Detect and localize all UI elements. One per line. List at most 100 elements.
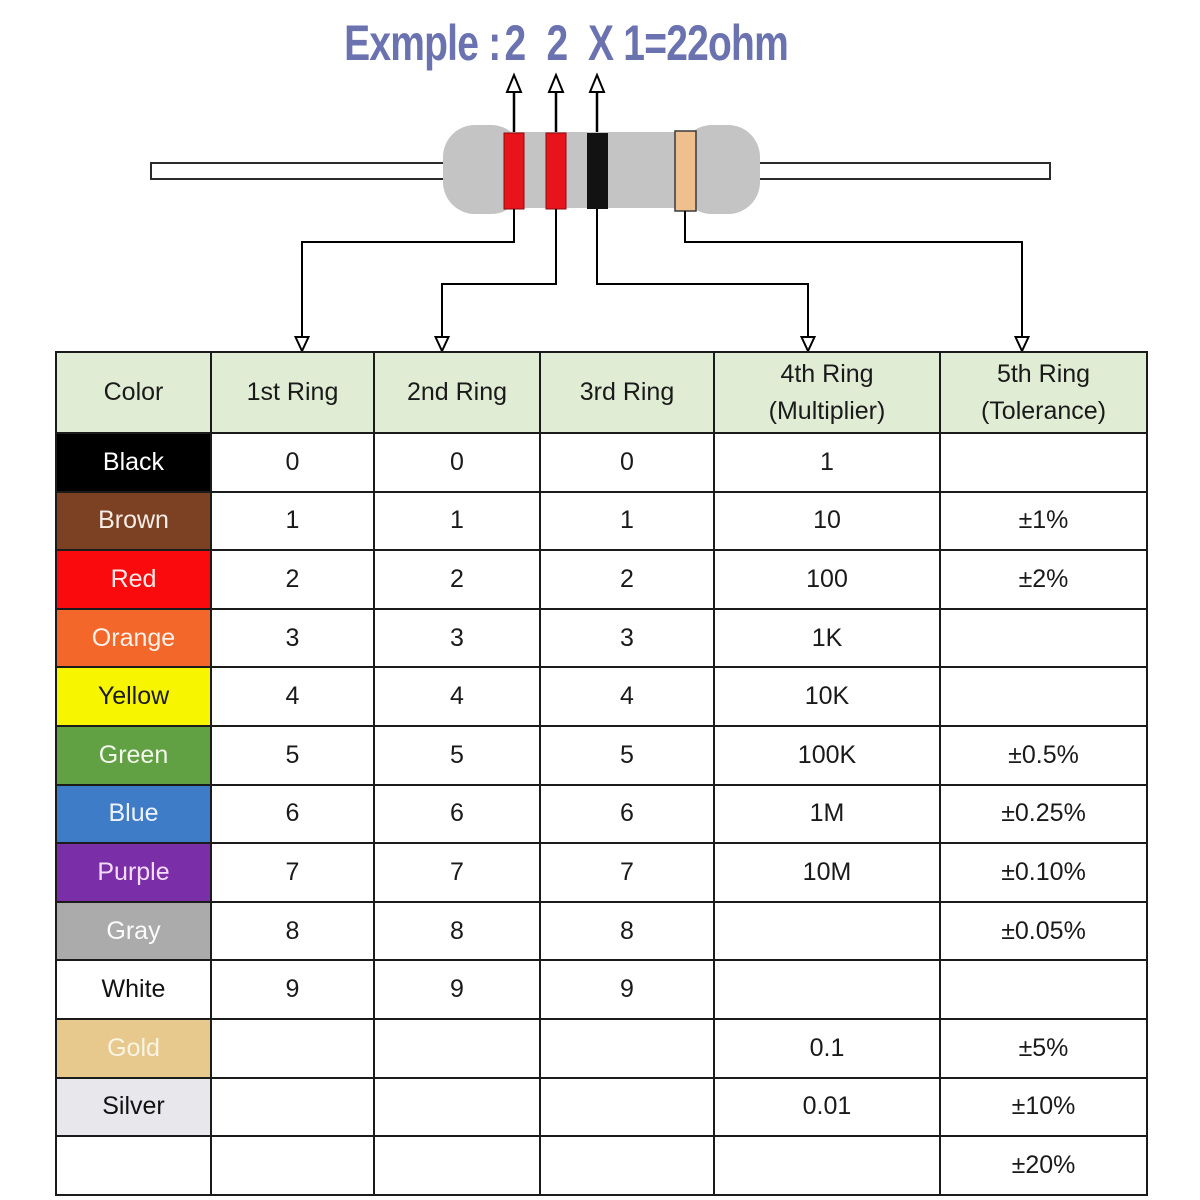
table-row: Orange 3 3 3 1K bbox=[55, 607, 1148, 669]
value-cell: 8 bbox=[539, 900, 715, 962]
table-row: Brown 1 1 1 10 ±1% bbox=[55, 490, 1148, 552]
left-lead bbox=[150, 162, 448, 180]
color-swatch-cell: Brown bbox=[55, 490, 212, 552]
value-cell: 1 bbox=[210, 490, 375, 552]
up-arrowhead-icon bbox=[547, 72, 565, 93]
value-cell bbox=[713, 900, 941, 962]
color-swatch-cell bbox=[55, 1135, 212, 1196]
value-cell: 1M bbox=[713, 783, 941, 845]
gold-band bbox=[674, 130, 697, 212]
value-cell: 0.01 bbox=[713, 1076, 941, 1138]
example-digit-2: 2 bbox=[546, 15, 569, 71]
color-swatch-cell: Blue bbox=[55, 783, 212, 845]
value-cell bbox=[210, 1076, 375, 1138]
value-cell: 0 bbox=[539, 432, 715, 493]
value-cell: 2 bbox=[373, 549, 541, 610]
down-arrowhead-icon bbox=[293, 336, 311, 354]
color-swatch-cell: Green bbox=[55, 724, 212, 786]
value-cell: ±20% bbox=[939, 1135, 1148, 1196]
value-cell bbox=[539, 1135, 715, 1196]
value-cell bbox=[373, 1135, 541, 1196]
value-cell bbox=[713, 959, 941, 1020]
example-title-prefix: Exmple : bbox=[343, 15, 501, 71]
column-header: 4th Ring (Multiplier) bbox=[713, 351, 941, 434]
value-cell bbox=[539, 1076, 715, 1138]
value-cell: 1 bbox=[373, 490, 541, 552]
table-row: Black 0 0 0 1 bbox=[55, 432, 1148, 493]
connector-band4-to-tolerance bbox=[684, 211, 1023, 337]
value-cell: 7 bbox=[373, 842, 541, 903]
up-arrowhead-icon bbox=[505, 72, 523, 93]
value-cell: ±0.10% bbox=[939, 842, 1148, 903]
table-row: ±20% bbox=[55, 1135, 1148, 1196]
connector-band3-to-multiplier bbox=[596, 209, 809, 337]
value-cell: ±0.5% bbox=[939, 724, 1148, 786]
black-band bbox=[587, 133, 608, 209]
value-cell: 1 bbox=[713, 432, 941, 493]
value-cell: 0.1 bbox=[713, 1017, 941, 1079]
value-cell: 4 bbox=[539, 666, 715, 727]
value-cell: 5 bbox=[373, 724, 541, 786]
column-header: 5th Ring (Tolerance) bbox=[939, 351, 1148, 434]
value-cell bbox=[939, 666, 1148, 727]
value-cell: 8 bbox=[373, 900, 541, 962]
value-cell: 10 bbox=[713, 490, 941, 552]
value-cell: 6 bbox=[210, 783, 375, 845]
table-row: Red 2 2 2 100 ±2% bbox=[55, 549, 1148, 610]
color-swatch-cell: Yellow bbox=[55, 666, 212, 727]
value-cell bbox=[373, 1017, 541, 1079]
table-row: White 9 9 9 bbox=[55, 959, 1148, 1020]
value-cell: 7 bbox=[539, 842, 715, 903]
color-swatch-cell: White bbox=[55, 959, 212, 1020]
value-cell: ±0.05% bbox=[939, 900, 1148, 962]
value-cell: 6 bbox=[539, 783, 715, 845]
connector-band2-to-ring2 bbox=[441, 209, 557, 337]
value-cell: 3 bbox=[539, 607, 715, 669]
table-row: Green 5 5 5 100K ±0.5% bbox=[55, 724, 1148, 786]
value-cell bbox=[210, 1017, 375, 1079]
down-arrowhead-icon bbox=[433, 336, 451, 354]
value-cell: ±2% bbox=[939, 549, 1148, 610]
up-arrowheads bbox=[505, 72, 606, 93]
value-cell: 3 bbox=[373, 607, 541, 669]
value-cell: ±0.25% bbox=[939, 783, 1148, 845]
value-cell: 1 bbox=[539, 490, 715, 552]
value-cell bbox=[939, 959, 1148, 1020]
value-cell: 2 bbox=[210, 549, 375, 610]
color-swatch-cell: Silver bbox=[55, 1076, 212, 1138]
value-cell bbox=[939, 607, 1148, 669]
table-row: Silver 0.01 ±10% bbox=[55, 1076, 1148, 1138]
value-cell: 1K bbox=[713, 607, 941, 669]
color-swatch-cell: Gray bbox=[55, 900, 212, 962]
value-cell: 100 bbox=[713, 549, 941, 610]
down-arrowhead-icon bbox=[1013, 336, 1031, 354]
right-lead bbox=[756, 162, 1051, 180]
down-arrowhead-icon bbox=[799, 336, 817, 354]
value-cell bbox=[210, 1135, 375, 1196]
example-result: X 1=22ohm bbox=[588, 15, 789, 71]
value-cell: 0 bbox=[373, 432, 541, 493]
value-cell: 10M bbox=[713, 842, 941, 903]
value-cell: 2 bbox=[539, 549, 715, 610]
value-cell: 9 bbox=[210, 959, 375, 1020]
example-digit-1: 2 bbox=[504, 15, 527, 71]
value-cell: 5 bbox=[539, 724, 715, 786]
table-row: Yellow 4 4 4 10K bbox=[55, 666, 1148, 727]
column-header: 3rd Ring bbox=[539, 351, 715, 434]
value-cell: 9 bbox=[373, 959, 541, 1020]
value-cell bbox=[373, 1076, 541, 1138]
value-cell bbox=[713, 1135, 941, 1196]
table-row: Blue 6 6 6 1M ±0.25% bbox=[55, 783, 1148, 845]
table-row: Gray 8 8 8 ±0.05% bbox=[55, 900, 1148, 962]
table-row: Purple 7 7 7 10M ±0.10% bbox=[55, 842, 1148, 903]
down-arrowheads bbox=[293, 336, 1031, 354]
color-swatch-cell: Red bbox=[55, 549, 212, 610]
column-header: Color bbox=[55, 351, 212, 434]
color-swatch-cell: Orange bbox=[55, 607, 212, 669]
down-connectors bbox=[301, 209, 1023, 337]
value-cell: 6 bbox=[373, 783, 541, 845]
resistor-diagram bbox=[150, 72, 1051, 354]
column-header: 2nd Ring bbox=[373, 351, 541, 434]
value-cell: 0 bbox=[210, 432, 375, 493]
